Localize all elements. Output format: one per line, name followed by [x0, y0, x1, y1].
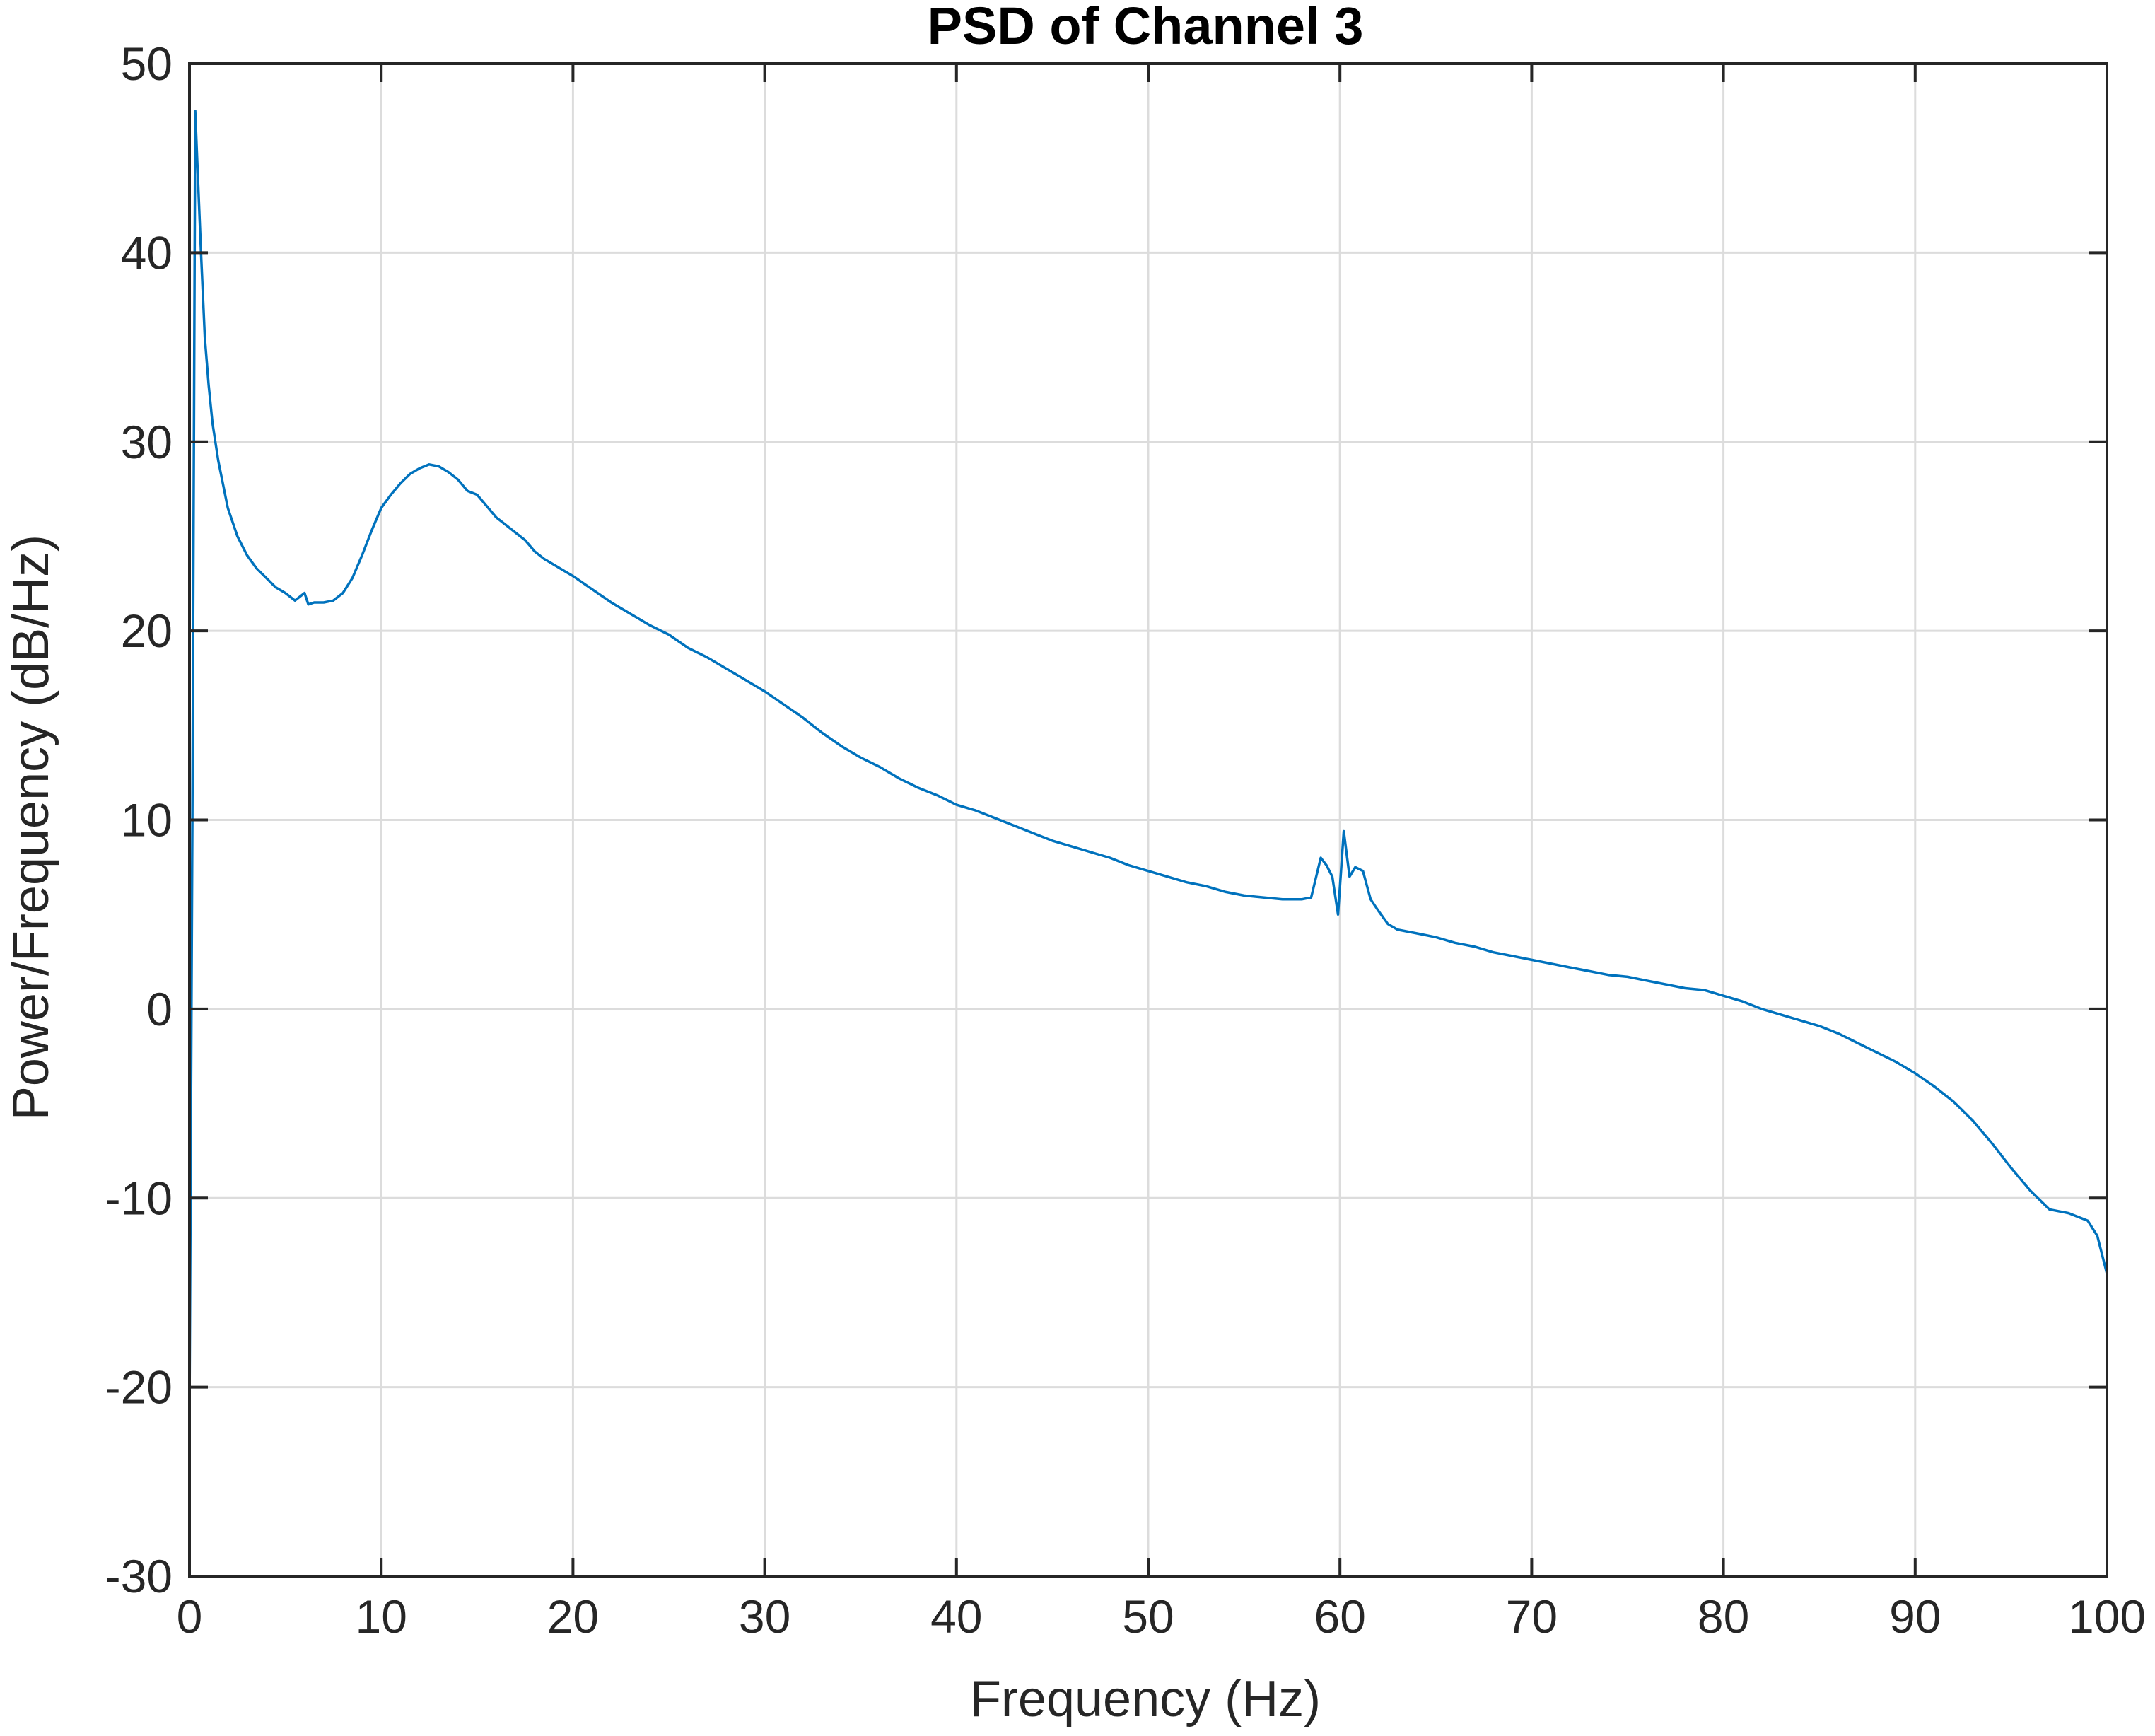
y-tick-label: 30 — [121, 416, 173, 468]
tick-labels: 0 10 20 30 40 50 60 70 80 90 100 -30 -20 -10 0 10 20 30 40… — [105, 37, 2146, 1643]
y-axis-label: Power/Frequency (dB/Hz) — [3, 535, 59, 1120]
tick-marks — [188, 62, 2108, 1578]
x-tick-label: 70 — [1506, 1590, 1558, 1643]
data-series — [188, 110, 2108, 1416]
grid-lines — [189, 64, 2107, 1576]
y-tick-label: -30 — [105, 1550, 173, 1602]
y-tick-label: 20 — [121, 605, 173, 657]
y-tick-label: 10 — [121, 794, 173, 846]
x-tick-label: 0 — [177, 1590, 203, 1643]
chart-title: PSD of Channel 3 — [928, 0, 1364, 55]
x-axis-label: Frequency (Hz) — [970, 1671, 1321, 1728]
x-tick-label: 10 — [355, 1590, 407, 1643]
x-tick-label: 40 — [930, 1590, 982, 1643]
y-tick-label: 50 — [121, 37, 173, 90]
x-tick-label: 80 — [1698, 1590, 1749, 1643]
x-tick-label: 90 — [1889, 1590, 1941, 1643]
psd-series-line — [188, 110, 2108, 1416]
y-tick-label: -10 — [105, 1172, 173, 1224]
x-tick-label: 60 — [1314, 1590, 1365, 1643]
x-tick-label: 30 — [739, 1590, 790, 1643]
x-tick-label: 50 — [1122, 1590, 1174, 1643]
x-tick-label: 20 — [547, 1590, 599, 1643]
y-tick-label: 0 — [146, 983, 173, 1035]
y-tick-label: 40 — [121, 226, 173, 279]
y-tick-label: -20 — [105, 1361, 173, 1414]
x-tick-label: 100 — [2068, 1590, 2146, 1643]
